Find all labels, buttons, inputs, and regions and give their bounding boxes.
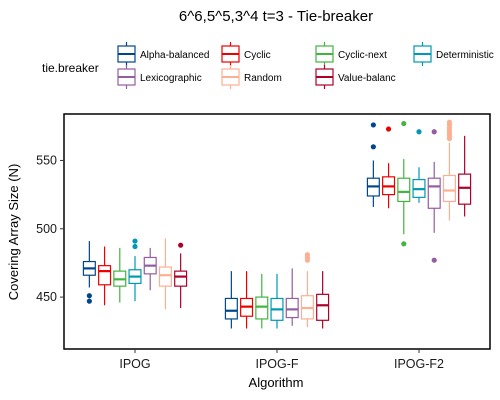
- legend-label: Deterministic: [436, 50, 494, 61]
- outlier-point: [86, 293, 92, 299]
- outlier-point: [132, 243, 138, 250]
- outlier-point: [370, 122, 376, 128]
- outlier-point: [370, 144, 376, 150]
- legend-label: Value-balanc: [338, 73, 396, 84]
- x-axis: IPOG IPOG-F IPOG-F2: [119, 349, 444, 371]
- box: [300, 252, 314, 328]
- legend-item: Deterministic: [413, 42, 494, 66]
- outlier-point: [132, 238, 138, 244]
- box: [98, 246, 112, 306]
- box: [366, 122, 380, 207]
- outlier-point: [446, 135, 453, 142]
- outlier-point: [401, 241, 407, 247]
- outlier-point: [401, 120, 407, 127]
- legend-label: Cyclic: [244, 50, 271, 61]
- outlier-point: [416, 129, 422, 135]
- box: [240, 271, 254, 329]
- box: [442, 119, 456, 221]
- x-axis-title: Algorithm: [249, 375, 304, 390]
- legend-title: tie.breaker: [42, 61, 99, 75]
- y-axis: 450 500 550: [36, 153, 64, 304]
- outlier-point: [178, 242, 184, 248]
- box: [255, 273, 269, 329]
- box-body: [158, 266, 172, 287]
- chart-title: 6^6,5^5,3^4 t=3 - Tie-breaker: [179, 8, 373, 25]
- box-body: [285, 297, 299, 319]
- box: [174, 242, 188, 309]
- box-body: [174, 270, 188, 287]
- legend-label: Random: [244, 73, 282, 84]
- box: [397, 120, 411, 247]
- y-tick-label: 450: [36, 290, 57, 304]
- box: [158, 238, 172, 310]
- outlier-point: [385, 126, 392, 132]
- box: [285, 268, 299, 326]
- legend: Alpha-balanced Cyclic Cyclic-next Determini…: [117, 42, 494, 89]
- box-body: [98, 265, 112, 286]
- box: [113, 247, 127, 303]
- legend-item: Random: [221, 65, 282, 89]
- box: [412, 129, 426, 203]
- outlier-point: [304, 257, 311, 263]
- y-axis-title: Covering Array Size (N): [6, 164, 21, 301]
- box: [82, 241, 96, 304]
- outlier-point: [431, 129, 437, 135]
- box: [270, 273, 284, 329]
- box: [382, 126, 396, 209]
- legend-label: Alpha-balanced: [140, 50, 210, 61]
- box-body: [427, 177, 441, 209]
- box: [224, 271, 238, 329]
- outlier-point: [86, 298, 92, 304]
- legend-label: Lexicographic: [140, 73, 202, 84]
- y-tick-label: 500: [36, 222, 57, 236]
- legend-item: Value-balanc: [315, 65, 396, 89]
- box-body: [255, 296, 269, 320]
- box-body: [442, 174, 456, 203]
- box: [143, 247, 157, 291]
- legend-item: Cyclic: [221, 42, 271, 66]
- x-tick-label: IPOG: [119, 357, 150, 371]
- legend-item: Lexicographic: [117, 65, 202, 89]
- y-tick-label: 550: [36, 153, 57, 167]
- legend-label: Cyclic-next: [338, 50, 387, 61]
- box: [316, 271, 330, 329]
- box-body: [397, 177, 411, 203]
- box: [128, 238, 142, 302]
- x-tick-label: IPOG-F2: [394, 357, 444, 371]
- box-body: [458, 173, 472, 205]
- box: [427, 129, 441, 263]
- box-body: [224, 297, 238, 320]
- box-series-group: [82, 119, 472, 329]
- box-body: [316, 293, 330, 321]
- x-tick-label: IPOG-F: [255, 357, 298, 371]
- legend-item: Alpha-balanced: [117, 42, 210, 66]
- outlier-point: [431, 257, 437, 263]
- legend-item: Cyclic-next: [315, 42, 387, 66]
- box: [458, 135, 472, 217]
